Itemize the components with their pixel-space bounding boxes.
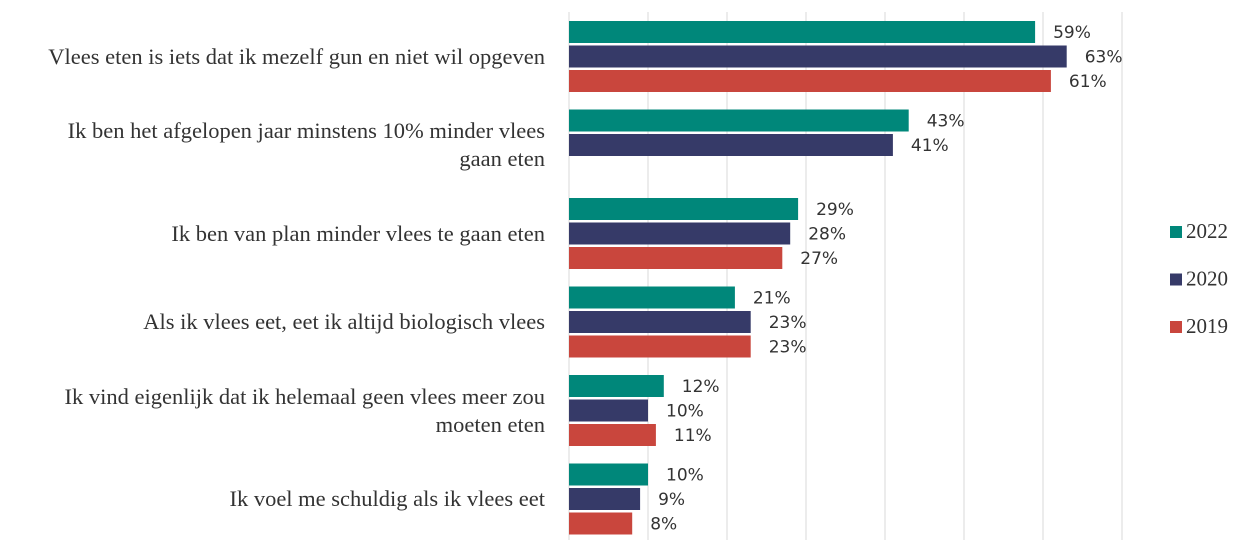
bar <box>569 21 1036 43</box>
value-label: 41% <box>911 136 949 156</box>
bar <box>569 488 641 510</box>
bar <box>569 311 751 333</box>
bar <box>569 70 1051 92</box>
bar <box>569 222 791 245</box>
value-label: 27% <box>800 249 838 269</box>
legend-swatch <box>1170 321 1182 333</box>
bar <box>569 335 751 358</box>
value-label: 10% <box>666 402 704 422</box>
bar <box>569 512 633 535</box>
bar <box>569 286 735 309</box>
legend-label: 2019 <box>1186 314 1228 338</box>
category-label: Als ik vlees eet, eet ik altijd biologis… <box>143 309 545 334</box>
bar <box>569 134 893 156</box>
value-label: 10% <box>666 466 704 486</box>
bar <box>569 109 909 132</box>
category-label: Ik vind eigenlijk dat ik helemaal geen v… <box>64 383 545 437</box>
bar <box>569 247 783 269</box>
bar <box>569 198 799 220</box>
legend-swatch <box>1170 273 1182 286</box>
legend-swatch <box>1170 226 1182 238</box>
value-label: 59% <box>1053 23 1091 43</box>
value-label: 63% <box>1085 48 1123 68</box>
legend-label: 2020 <box>1186 266 1228 290</box>
bar <box>569 375 664 397</box>
category-label: Ik voel me schuldig als ik vlees eet <box>229 486 545 511</box>
value-label: 12% <box>682 377 720 397</box>
value-label: 9% <box>658 490 685 510</box>
value-label: 21% <box>753 289 791 309</box>
legend-label: 2022 <box>1186 219 1228 243</box>
value-label: 23% <box>769 338 807 358</box>
value-label: 8% <box>650 515 677 535</box>
bar <box>569 424 656 446</box>
category-label: Ik ben van plan minder vlees te gaan ete… <box>171 220 545 246</box>
value-label: 11% <box>674 426 712 446</box>
bar <box>569 45 1067 68</box>
bar <box>569 399 648 422</box>
value-label: 28% <box>808 225 846 245</box>
value-label: 23% <box>769 313 807 333</box>
value-label: 61% <box>1069 72 1107 92</box>
value-label: 29% <box>816 200 854 220</box>
value-label: 43% <box>927 112 965 132</box>
category-label: Vlees eten is iets dat ik mezelf gun en … <box>48 43 545 69</box>
category-label: Ik ben het afgelopen jaar minstens 10% m… <box>67 118 545 171</box>
bar <box>569 463 648 486</box>
